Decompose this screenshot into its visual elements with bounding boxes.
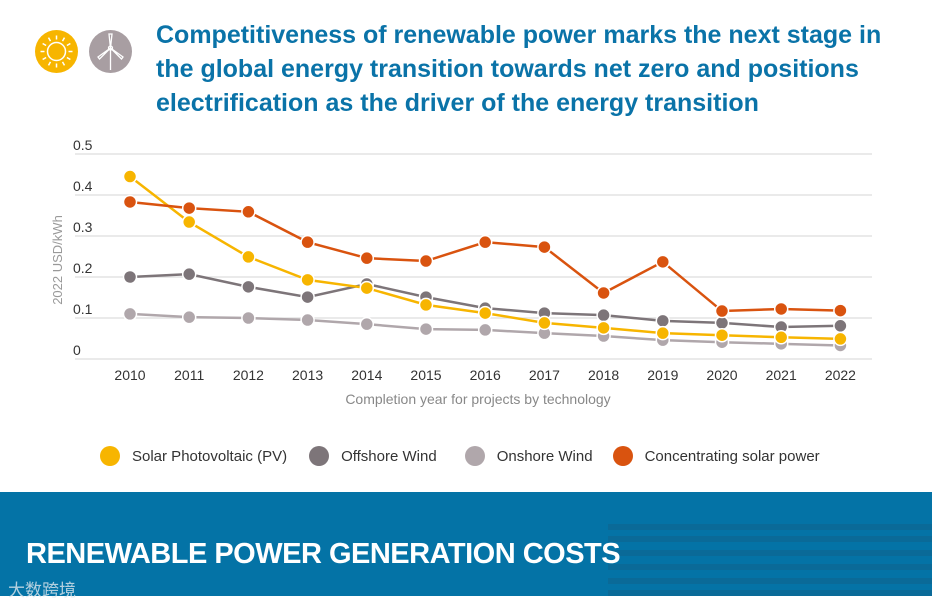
data-point bbox=[714, 315, 730, 331]
x-tick-label: 2016 bbox=[470, 367, 501, 383]
data-point bbox=[122, 269, 138, 285]
y-tick-label: 0.4 bbox=[73, 178, 93, 194]
data-point bbox=[655, 325, 671, 341]
data-point bbox=[655, 313, 671, 329]
legend-swatch bbox=[464, 446, 485, 466]
data-point bbox=[418, 321, 434, 337]
legend-item: Onshore Wind bbox=[464, 446, 593, 466]
x-tick-label: 2020 bbox=[706, 367, 737, 383]
x-tick-label: 2011 bbox=[174, 367, 204, 383]
banner-title: RENEWABLE POWER GENERATION COSTS bbox=[26, 538, 621, 570]
x-tick-label: 2010 bbox=[114, 367, 145, 383]
y-tick-label: 0 bbox=[73, 342, 81, 358]
x-tick-label: 2012 bbox=[233, 367, 264, 383]
data-point bbox=[181, 200, 197, 216]
data-point bbox=[537, 315, 552, 331]
data-point bbox=[359, 280, 375, 296]
data-point bbox=[359, 250, 375, 266]
data-point bbox=[300, 272, 315, 288]
watermark: 大数跨境 bbox=[8, 581, 76, 600]
data-point bbox=[596, 307, 611, 323]
data-point bbox=[241, 249, 256, 265]
data-point bbox=[655, 254, 671, 270]
wind-turbine-icon bbox=[89, 30, 132, 73]
y-tick-label: 0.3 bbox=[73, 219, 93, 235]
data-point bbox=[833, 303, 848, 318]
sun-icon bbox=[35, 30, 78, 73]
x-tick-label: 2014 bbox=[351, 367, 382, 383]
data-point bbox=[241, 204, 256, 220]
series-line bbox=[129, 200, 841, 313]
data-point bbox=[773, 330, 789, 345]
data-point bbox=[714, 303, 730, 319]
x-tick-label: 2017 bbox=[529, 367, 560, 383]
data-point bbox=[596, 320, 611, 336]
legend-label: Concentrating solar power bbox=[644, 447, 820, 465]
data-point bbox=[477, 234, 493, 250]
legend-item: Offshore Wind bbox=[309, 446, 437, 466]
data-point bbox=[122, 306, 138, 322]
y-tick-label: 0.1 bbox=[73, 301, 93, 317]
chart-title: Competitiveness of renewable power marks… bbox=[156, 21, 882, 117]
data-point bbox=[122, 169, 138, 184]
x-tick-label: 2021 bbox=[766, 367, 797, 383]
data-point bbox=[833, 318, 848, 334]
y-axis-label: 2022 USD/kWh bbox=[50, 215, 65, 305]
data-point bbox=[122, 194, 138, 210]
data-point bbox=[359, 316, 375, 332]
data-point bbox=[300, 312, 315, 328]
x-tick-label: 2013 bbox=[292, 367, 323, 383]
legend-swatch bbox=[309, 446, 330, 466]
legend-swatch bbox=[612, 446, 633, 466]
legend-item: Solar Photovoltaic (PV) bbox=[100, 446, 287, 466]
x-tick-label: 2019 bbox=[647, 367, 678, 383]
data-point bbox=[300, 234, 315, 250]
data-point bbox=[418, 253, 434, 269]
legend-item: Concentrating solar power bbox=[612, 446, 820, 466]
data-point bbox=[537, 239, 552, 255]
legend-label: Onshore Wind bbox=[496, 447, 593, 465]
data-point bbox=[833, 331, 848, 347]
x-tick-label: 2018 bbox=[588, 367, 619, 383]
data-point bbox=[714, 327, 730, 343]
x-axis-label: Completion year for projects by technolo… bbox=[345, 391, 610, 407]
chart-legend: Solar Photovoltaic (PV) Offshore Wind Onsh… bbox=[100, 446, 840, 466]
x-tick-label: 2015 bbox=[410, 367, 441, 383]
data-point bbox=[477, 322, 493, 338]
data-point bbox=[181, 266, 197, 282]
y-tick-label: 0.5 bbox=[73, 137, 93, 153]
data-point bbox=[241, 279, 256, 295]
data-point bbox=[181, 309, 197, 325]
data-point bbox=[596, 285, 611, 301]
data-point bbox=[181, 214, 197, 230]
data-point bbox=[241, 310, 256, 326]
legend-swatch bbox=[100, 446, 120, 466]
data-point bbox=[300, 289, 315, 305]
data-point bbox=[477, 305, 493, 321]
legend-label: Solar Photovoltaic (PV) bbox=[132, 447, 288, 465]
data-point bbox=[418, 297, 434, 313]
data-point bbox=[773, 301, 789, 317]
banner: RENEWABLE POWER GENERATION COSTS 大数跨境 bbox=[0, 492, 932, 600]
x-tick-label: 2022 bbox=[825, 367, 856, 383]
legend-label: Offshore Wind bbox=[341, 447, 437, 465]
line-chart: 0 0.1 0.2 0.3 0.4 0.5 2010 2011 2012 2013 2014 2015… bbox=[50, 137, 872, 407]
y-tick-label: 0.2 bbox=[73, 260, 93, 276]
